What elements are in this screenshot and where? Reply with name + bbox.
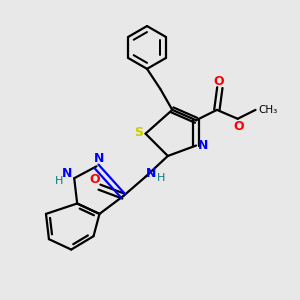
Text: O: O xyxy=(213,74,224,88)
Text: S: S xyxy=(134,126,143,139)
Text: H: H xyxy=(55,176,64,186)
Text: O: O xyxy=(90,173,100,186)
Text: CH₃: CH₃ xyxy=(258,105,278,115)
Text: N: N xyxy=(61,167,72,180)
Text: H: H xyxy=(157,173,165,183)
Text: N: N xyxy=(198,139,209,152)
Text: N: N xyxy=(146,167,156,180)
Text: N: N xyxy=(94,152,105,165)
Text: O: O xyxy=(234,120,244,133)
